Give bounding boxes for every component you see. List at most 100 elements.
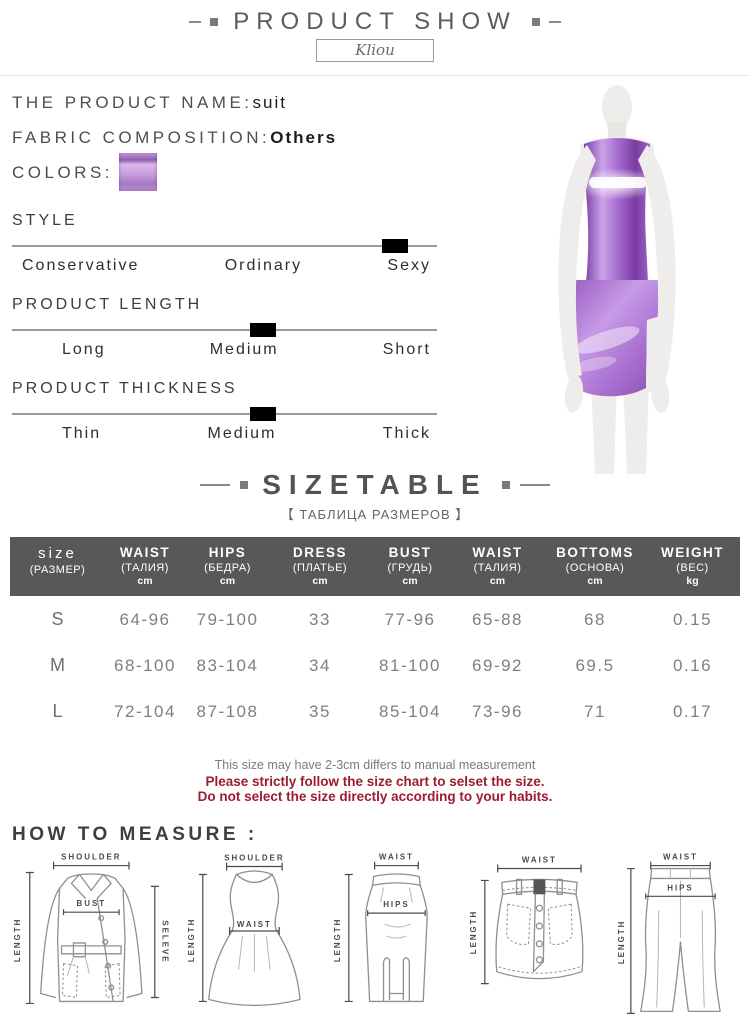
col-waist: WAIST (ТАЛИЯ) cm (105, 537, 185, 596)
col-weight: WEIGHT (ВЕС) kg (645, 537, 740, 596)
left-dash-decoration (189, 21, 202, 23)
table-row-l: L 72-104 87-108 35 85-104 73-96 71 0.17 (10, 688, 740, 734)
product-name-label: THE PRODUCT NAME: (12, 93, 253, 112)
measure-diagrams: SHOULDER LENGTH SELEVE BUST SHOULDER LEN… (0, 846, 750, 1020)
measure-figure-jacket: SHOULDER LENGTH SELEVE BUST (13, 853, 170, 1016)
length-track (12, 323, 437, 337)
cell-size-m: M (50, 655, 65, 675)
style-options: Conservative Ordinary Sexy (12, 247, 449, 275)
thickness-option-thick: Thick (382, 425, 431, 442)
mini-skirt-waist-label: WAIST (522, 856, 557, 865)
pencil-skirt-waist-label: WAIST (379, 853, 414, 862)
cell: 87-108 (196, 701, 259, 721)
pants-hips-label: HIPS (667, 883, 693, 892)
col-waist-2: WAIST (ТАЛИЯ) cm (450, 537, 545, 596)
style-option-ordinary: Ordinary (224, 257, 303, 274)
cell: 0.16 (672, 655, 713, 675)
cell: 68-100 (114, 655, 176, 675)
sizetable-title: SIZETABLE (262, 469, 488, 500)
dress-glare-halo (572, 168, 662, 200)
cell: 69-92 (472, 655, 523, 675)
note-follow-chart: Please strictly follow the size chart to… (205, 774, 545, 789)
cell-size-s: S (51, 609, 64, 629)
dress-skirt (569, 280, 672, 397)
pencil-skirt-length-label: LENGTH (333, 918, 342, 962)
mini-skirt-length-label: LENGTH (469, 910, 478, 954)
measure-figure-pencil-skirt: WAIST LENGTH HIPS (333, 853, 464, 1016)
attribute-scales: STYLE Conservative Ordinary Sexy PRODUCT… (12, 212, 449, 443)
dress-shoulder-label: SHOULDER (224, 854, 284, 863)
color-swatch[interactable] (119, 153, 158, 191)
measure-figure-dress: SHOULDER LENGTH WAIST (186, 854, 328, 1016)
mannequin-left-hand (564, 375, 584, 413)
table-row-m: M 68-100 83-104 34 81-100 69-92 69.5 0.1… (10, 642, 740, 688)
cell: 0.15 (672, 609, 713, 629)
sizetable-left-dash (200, 484, 231, 486)
style-option-conservative: Conservative (22, 257, 140, 274)
col-size: size (РАЗМЕР) (10, 537, 105, 596)
right-dash-decoration (548, 21, 561, 23)
length-option-long: Long (62, 341, 106, 358)
mannequin-head (602, 85, 632, 129)
page-title: PRODUCT SHOW (233, 8, 517, 35)
length-marker (250, 323, 276, 337)
thickness-heading: PRODUCT THICKNESS (12, 380, 238, 397)
note-measurement: This size may have 2-3cm differs to manu… (214, 758, 536, 772)
style-heading: STYLE (12, 212, 78, 229)
sizetable-left-square (240, 481, 249, 489)
skirt-highlight (574, 326, 640, 354)
thickness-options: Thin Medium Thick (12, 415, 449, 443)
product-name-row: THE PRODUCT NAME:suit (12, 93, 482, 113)
colors-label: COLORS: (12, 163, 114, 182)
thickness-option-thin: Thin (62, 425, 102, 442)
thickness-track (12, 407, 437, 421)
thickness-option-medium: Medium (207, 425, 277, 442)
jacket-bust-label: BUST (77, 899, 107, 908)
measure-figure-pants: WAIST LENGTH HIPS (617, 853, 746, 1020)
left-square-decoration (210, 18, 219, 26)
cell: 68 (584, 609, 606, 629)
product-photo (558, 85, 676, 474)
mannequin-left-arm (558, 145, 596, 379)
cell: 65-88 (472, 609, 523, 629)
cell: 72-104 (114, 701, 176, 721)
cell: 81-100 (379, 655, 441, 675)
sizetable-right-dash (519, 484, 550, 486)
style-marker (381, 239, 408, 253)
style-track (12, 239, 437, 253)
dress-length-label: LENGTH (186, 918, 195, 962)
product-name-value: suit (252, 93, 288, 112)
cell: 85-104 (379, 701, 441, 721)
pants-length-label: LENGTH (617, 920, 626, 964)
size-table: size (РАЗМЕР) WAIST (ТАЛИЯ) cm HIPS (БЕДРА) c… (10, 537, 740, 734)
cell: 35 (309, 701, 331, 721)
length-option-short: Short (382, 341, 431, 358)
cell: 69.5 (575, 655, 615, 675)
measure-figure-mini-skirt: WAIST LENGTH (469, 856, 615, 1016)
cell: 64-96 (119, 609, 171, 629)
sizetable-title-row: SIZETABLE (0, 469, 750, 501)
length-option-medium: Medium (209, 341, 279, 358)
jacket-sleeve-label: SELEVE (161, 920, 170, 963)
jacket-length-label: LENGTH (13, 918, 22, 962)
size-table-header-row: size (РАЗМЕР) WAIST (ТАЛИЯ) cm HIPS (БЕДРА) c… (10, 537, 740, 596)
pencil-skirt-hips-label: HIPS (384, 900, 410, 909)
cell: 33 (309, 609, 331, 629)
sizetable-header: SIZETABLE 【 ТАБЛИЦА РАЗМЕРОВ 】 (0, 469, 750, 523)
pants-waist-label: WAIST (663, 853, 698, 862)
note-habits: Do not select the size directly accordin… (197, 789, 553, 804)
col-dress: DRESS (ПЛАТЬЕ) cm (270, 537, 370, 596)
length-heading: PRODUCT LENGTH (12, 296, 203, 313)
mannequin-left-leg (591, 380, 617, 474)
fabric-label: FABRIC COMPOSITION: (12, 128, 271, 147)
thickness-marker (250, 407, 276, 421)
sizetable-subtitle: 【 ТАБЛИЦА РАЗМЕРОВ 】 (280, 507, 470, 522)
dress-waist-label: WAIST (236, 920, 271, 929)
mannequin-right-arm (638, 145, 676, 379)
cell: 73-96 (472, 701, 523, 721)
cell: 77-96 (384, 609, 436, 629)
cell: 71 (584, 701, 606, 721)
cell: 83-104 (196, 655, 259, 675)
fabric-value: Others (270, 128, 338, 147)
col-bust: BUST (ГРУДЬ) cm (370, 537, 450, 596)
